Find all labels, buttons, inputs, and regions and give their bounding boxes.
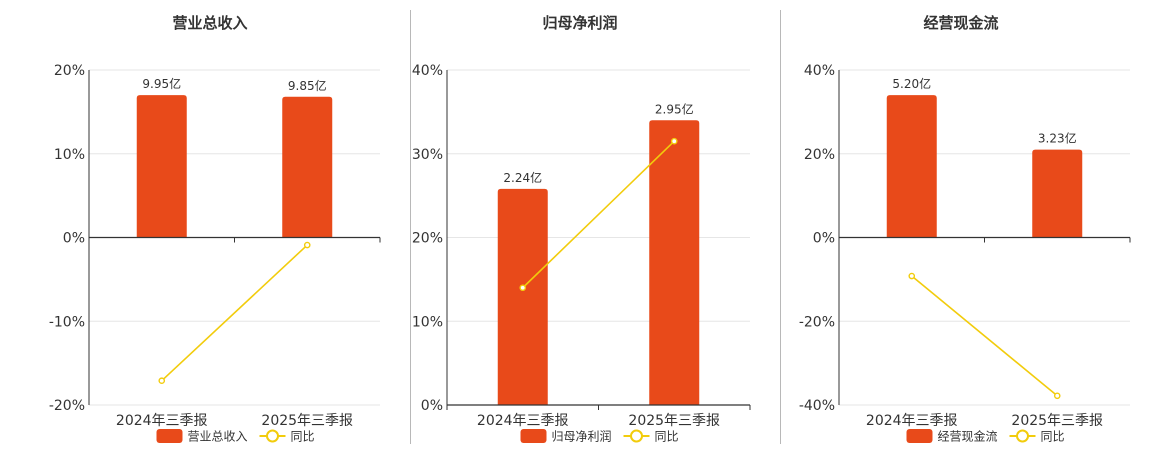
bar-value-label: 3.23亿 <box>1038 131 1077 146</box>
bar <box>886 95 937 238</box>
legend-line-marker <box>266 429 279 443</box>
bar <box>1032 149 1083 238</box>
category-label: 2025年三季报 <box>261 413 353 429</box>
chart-title: 归母净利润 <box>542 14 617 32</box>
yoy-point <box>158 377 166 385</box>
bar <box>649 120 700 405</box>
y-tick-label: 10% <box>412 314 443 330</box>
legend-bar-swatch <box>156 429 183 443</box>
y-tick-label: -40% <box>799 398 835 414</box>
legend-line-label: 同比 <box>291 430 315 444</box>
legend-bar-label: 经营现金流 <box>938 429 998 444</box>
y-tick-label: -10% <box>49 314 85 330</box>
bar-value-label: 9.85亿 <box>288 78 327 93</box>
y-tick-label: 40% <box>412 63 443 79</box>
yoy-point <box>670 137 678 145</box>
y-tick-label: 10% <box>54 147 85 163</box>
yoy-point <box>303 241 311 249</box>
y-tick-label: 30% <box>412 147 443 163</box>
legend-bar-label: 营业总收入 <box>188 430 248 444</box>
yoy-line <box>911 275 1058 397</box>
yoy-point <box>1053 392 1061 400</box>
category-label: 2024年三季报 <box>116 413 208 429</box>
legend-line-label: 同比 <box>1041 430 1065 444</box>
bar-value-label: 2.24亿 <box>503 170 542 185</box>
legend-line-marker <box>630 429 643 443</box>
y-tick-label: 20% <box>54 63 85 79</box>
y-tick-label: 20% <box>804 147 835 163</box>
chart-title: 营业总收入 <box>172 14 247 32</box>
y-tick-label: 20% <box>412 231 443 247</box>
yoy-line <box>161 244 308 382</box>
yoy-line <box>522 140 675 289</box>
yoy-point <box>519 284 527 292</box>
y-tick-label: 0% <box>813 231 835 247</box>
legend-bar-swatch <box>906 429 933 443</box>
bar-value-label: 9.95亿 <box>142 76 181 91</box>
chart-title: 经营现金流 <box>923 14 998 32</box>
chart-cash-flow: 经营现金流 -40% -20% 0% 20% 40% 5.20亿 3.23亿 2024年三季报 2… <box>799 14 1131 444</box>
panel-divider <box>410 10 411 444</box>
category-label: 2024年三季报 <box>866 413 958 429</box>
chart-net-profit: 归母净利润 0% 10% 20% 30% 40% 2.24亿 2.95亿 2024年三季报 202… <box>412 14 751 444</box>
y-tick-label: -20% <box>49 398 85 414</box>
category-label: 2025年三季报 <box>628 413 720 429</box>
category-label: 2025年三季报 <box>1011 413 1103 429</box>
legend-bar-swatch <box>520 429 547 443</box>
bar <box>282 96 333 238</box>
bar <box>497 188 548 405</box>
bar-value-label: 5.20亿 <box>892 76 931 91</box>
panel-divider <box>780 10 781 444</box>
y-tick-label: 40% <box>804 63 835 79</box>
legend-line-label: 同比 <box>655 430 679 444</box>
bar <box>136 95 187 238</box>
bar-value-label: 2.95亿 <box>655 101 694 116</box>
legend-bar-label: 归母净利润 <box>552 430 612 444</box>
chart-revenue: 营业总收入 -20% -10% 0% 10% 20% 9.95亿 9.85亿 2024年三季报 2… <box>49 14 381 444</box>
chart-panel-net-profit: 归母净利润 0% 10% 20% 30% 40% 2.24亿 2.95亿 2024年三季报 202… <box>411 0 781 450</box>
y-tick-label: -20% <box>799 314 835 330</box>
chart-panel-revenue: 营业总收入 -20% -10% 0% 10% 20% 9.95亿 9.85亿 2024年三季报 2… <box>0 0 410 450</box>
yoy-point <box>908 272 916 280</box>
legend-line-marker <box>1016 429 1029 443</box>
y-tick-label: 0% <box>421 398 443 414</box>
category-label: 2024年三季报 <box>477 413 569 429</box>
y-tick-label: 0% <box>63 231 85 247</box>
chart-panel-cash-flow: 经营现金流 -40% -20% 0% 20% 40% 5.20亿 3.23亿 2024年三季报 2… <box>781 0 1160 450</box>
